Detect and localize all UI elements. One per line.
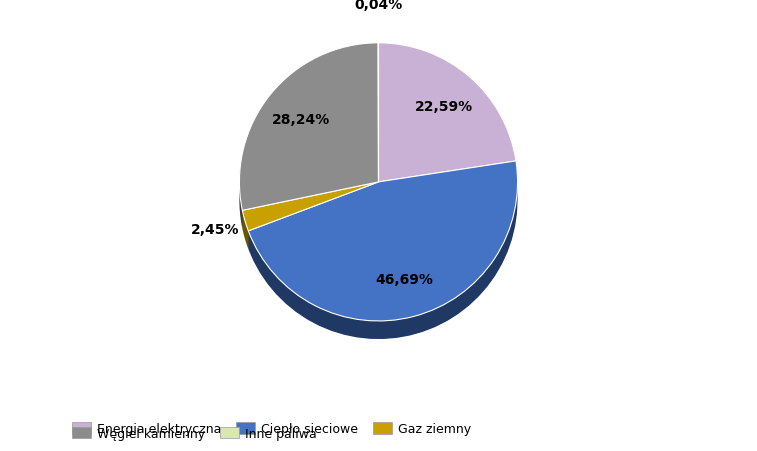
- Wedge shape: [378, 44, 516, 183]
- Wedge shape: [242, 201, 378, 249]
- Wedge shape: [248, 179, 518, 339]
- Text: 0,04%: 0,04%: [354, 0, 403, 12]
- Legend: Węgiel kamienny, Inne paliwa: Węgiel kamienny, Inne paliwa: [67, 422, 322, 445]
- Wedge shape: [378, 62, 516, 201]
- Text: 28,24%: 28,24%: [272, 113, 330, 127]
- Text: 22,59%: 22,59%: [415, 100, 473, 114]
- Wedge shape: [242, 183, 378, 231]
- Wedge shape: [248, 161, 518, 321]
- Polygon shape: [248, 183, 518, 339]
- Polygon shape: [239, 183, 242, 229]
- Legend: Energia elektryczna, Ciepło sieciowe, Gaz ziemny: Energia elektryczna, Ciepło sieciowe, Ga…: [67, 417, 476, 440]
- Text: 46,69%: 46,69%: [375, 272, 433, 286]
- Polygon shape: [242, 211, 248, 249]
- Wedge shape: [239, 62, 378, 229]
- Text: 2,45%: 2,45%: [192, 223, 240, 237]
- Wedge shape: [239, 44, 378, 211]
